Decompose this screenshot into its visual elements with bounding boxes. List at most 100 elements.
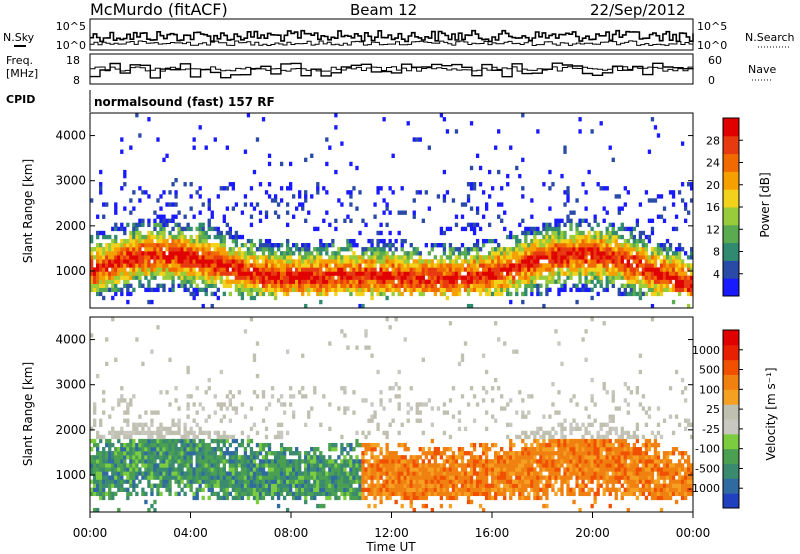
heatmap-cell — [132, 487, 136, 492]
heatmap-cell — [325, 247, 329, 252]
heatmap-cell — [391, 279, 395, 284]
heatmap-cell — [430, 259, 434, 264]
heatmap-cell — [183, 283, 187, 288]
heatmap-cell — [454, 491, 459, 497]
heatmap-cell — [255, 291, 260, 297]
heatmap-cell — [478, 455, 483, 460]
heatmap-cell — [509, 275, 513, 280]
heatmap-cell — [207, 198, 211, 203]
heatmap-cell — [527, 230, 531, 236]
heatmap-cell — [491, 186, 495, 191]
heatmap-cell — [144, 267, 148, 272]
heatmap-cell — [168, 451, 172, 456]
heatmap-cell — [445, 255, 450, 260]
heatmap-cell — [629, 226, 633, 232]
heatmap-cell — [319, 263, 323, 268]
heatmap-cell — [349, 202, 353, 207]
heatmap-cell — [418, 259, 422, 264]
heatmap-cell — [454, 291, 459, 297]
heatmap-cell — [255, 341, 260, 346]
heatmap-cell — [231, 263, 236, 268]
heatmap-cell — [156, 222, 160, 228]
heatmap-cell — [460, 491, 465, 497]
heatmap-cell — [472, 222, 477, 228]
heatmap-cell — [644, 234, 649, 240]
heatmap-cell — [370, 279, 374, 284]
heatmap-cell — [102, 434, 106, 440]
heatmap-cell — [120, 287, 124, 293]
heatmap-cell — [285, 475, 290, 480]
heatmap-cell — [252, 491, 257, 497]
heatmap-cell — [255, 483, 260, 488]
heatmap-cell — [240, 471, 245, 476]
heatmap-cell — [382, 247, 386, 252]
heatmap-cell — [316, 483, 320, 488]
heatmap-cell — [189, 251, 193, 256]
heatmap-cell — [165, 463, 169, 468]
heatmap-cell — [454, 222, 459, 228]
heatmap-cell — [448, 463, 453, 468]
heatmap-cell — [343, 495, 347, 501]
heatmap-cell — [659, 214, 664, 219]
heatmap-cell — [427, 259, 431, 264]
heatmap-cell — [373, 459, 377, 464]
heatmap-cell — [255, 247, 260, 252]
heatmap-cell — [563, 243, 567, 248]
heatmap-cell — [231, 495, 236, 501]
heatmap-cell — [225, 271, 229, 276]
heatmap-cell — [340, 442, 344, 448]
heatmap-cell — [340, 287, 344, 293]
heatmap-cell — [487, 279, 492, 284]
heatmap-cell — [539, 247, 543, 252]
heatmap-cell — [605, 247, 609, 252]
heatmap-cell — [132, 255, 136, 260]
heatmap-cell — [264, 287, 269, 293]
heatmap-cell — [367, 471, 371, 476]
heatmap-cell — [590, 255, 594, 260]
heatmap-cell — [150, 447, 154, 452]
heatmap-cell — [418, 475, 422, 480]
heatmap-cell — [509, 291, 513, 297]
heatmap-cell — [216, 495, 220, 501]
heatmap-cell — [448, 483, 453, 488]
heatmap-cell — [509, 467, 513, 472]
heatmap-cell — [243, 447, 248, 452]
heatmap-cell — [524, 279, 528, 284]
heatmap-cell — [418, 255, 422, 260]
heatmap-cell — [180, 434, 184, 440]
heatmap-cell — [497, 483, 501, 488]
heatmap-cell — [189, 471, 193, 476]
heatmap-cell — [132, 275, 136, 280]
heatmap-cell — [343, 483, 347, 488]
heatmap-cell — [111, 451, 115, 456]
heatmap-cell — [174, 459, 178, 464]
heatmap-cell — [150, 459, 154, 464]
heatmap-cell — [111, 426, 115, 432]
heatmap-cell — [123, 459, 127, 464]
heatmap-cell — [267, 491, 272, 497]
heatmap-cell — [385, 487, 389, 492]
heatmap-cell — [466, 279, 471, 284]
heatmap-cell — [376, 459, 380, 464]
heatmap-cell — [135, 455, 139, 460]
heatmap-cell — [367, 483, 371, 488]
heatmap-cell — [632, 271, 637, 276]
heatmap-cell — [370, 283, 374, 288]
heatmap-cell — [635, 247, 640, 252]
heatmap-cell — [162, 230, 166, 236]
heatmap-cell — [138, 271, 142, 276]
heatmap-cell — [337, 283, 341, 288]
heatmap-cell — [126, 442, 130, 448]
heatmap-cell — [168, 202, 172, 207]
heatmap-cell — [650, 218, 655, 223]
heatmap-cell — [207, 263, 211, 268]
heatmap-cell — [460, 214, 465, 219]
heatmap-cell — [599, 234, 603, 240]
heatmap-cell — [361, 455, 365, 460]
heatmap-cell — [388, 467, 392, 472]
heatmap-cell — [346, 275, 350, 280]
heatmap-cell — [156, 137, 160, 142]
heatmap-cell — [276, 434, 281, 440]
heatmap-cell — [108, 263, 112, 268]
heatmap-cell — [439, 287, 444, 293]
